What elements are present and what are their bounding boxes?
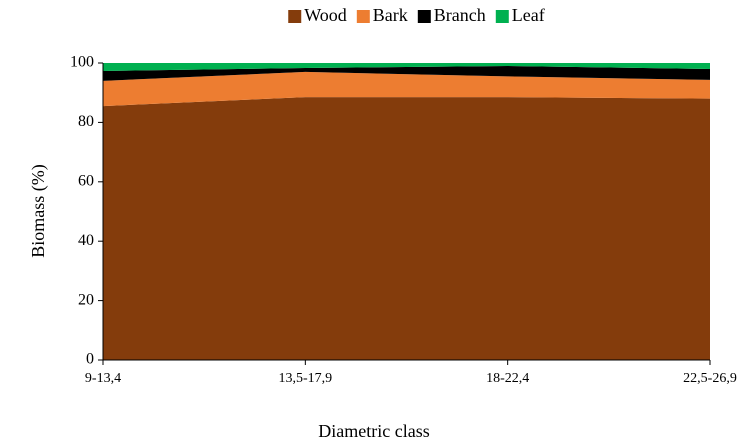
legend-label: Leaf	[512, 5, 545, 25]
y-tick-label: 80	[78, 113, 94, 130]
legend: Wood Bark Branch Leaf	[288, 5, 545, 25]
legend-swatch	[356, 10, 370, 23]
legend-swatch	[495, 10, 509, 23]
y-tick-label: 100	[70, 54, 94, 71]
legend-swatch	[288, 10, 302, 23]
x-tick-label: 22,5-26,9	[683, 371, 737, 386]
legend-label: Bark	[373, 5, 408, 25]
legend-label: Wood	[304, 5, 347, 25]
area	[103, 71, 710, 107]
area	[103, 65, 710, 81]
y-tick-label: 0	[86, 351, 94, 368]
area	[103, 63, 710, 72]
y-tick-label: 60	[78, 172, 94, 189]
x-tick-label: 13,5-17,9	[278, 371, 332, 386]
area	[103, 97, 710, 360]
x-tick-label: 9-13,4	[85, 371, 121, 386]
legend-swatch	[417, 10, 431, 23]
y-axis-title: Biomass (%)	[28, 164, 49, 258]
legend-label: Branch	[434, 5, 486, 25]
y-tick-label: 20	[78, 291, 94, 308]
y-tick-label: 40	[78, 232, 94, 249]
x-axis-title: Diametric class	[318, 421, 429, 441]
x-tick-label: 18-22,4	[486, 371, 529, 386]
